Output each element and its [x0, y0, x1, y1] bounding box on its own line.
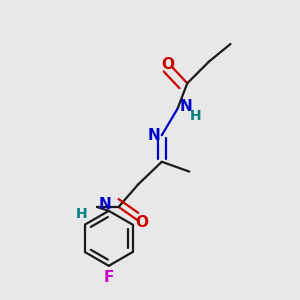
Text: O: O [136, 215, 148, 230]
Text: H: H [76, 207, 87, 221]
Text: F: F [103, 270, 114, 285]
Text: H: H [189, 109, 201, 123]
Text: O: O [161, 57, 174, 72]
Text: N: N [148, 128, 160, 143]
Text: N: N [99, 197, 112, 212]
Text: N: N [179, 99, 192, 114]
